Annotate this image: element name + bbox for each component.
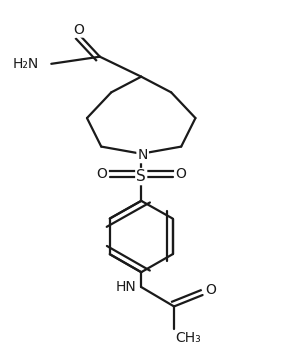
Text: O: O	[206, 283, 217, 297]
Text: O: O	[96, 167, 107, 181]
Text: O: O	[176, 167, 187, 181]
Text: O: O	[73, 22, 84, 37]
Text: HN: HN	[115, 280, 136, 294]
Text: CH₃: CH₃	[175, 331, 201, 345]
Text: H₂N: H₂N	[12, 57, 38, 71]
Text: S: S	[136, 169, 146, 184]
Text: N: N	[137, 148, 148, 162]
